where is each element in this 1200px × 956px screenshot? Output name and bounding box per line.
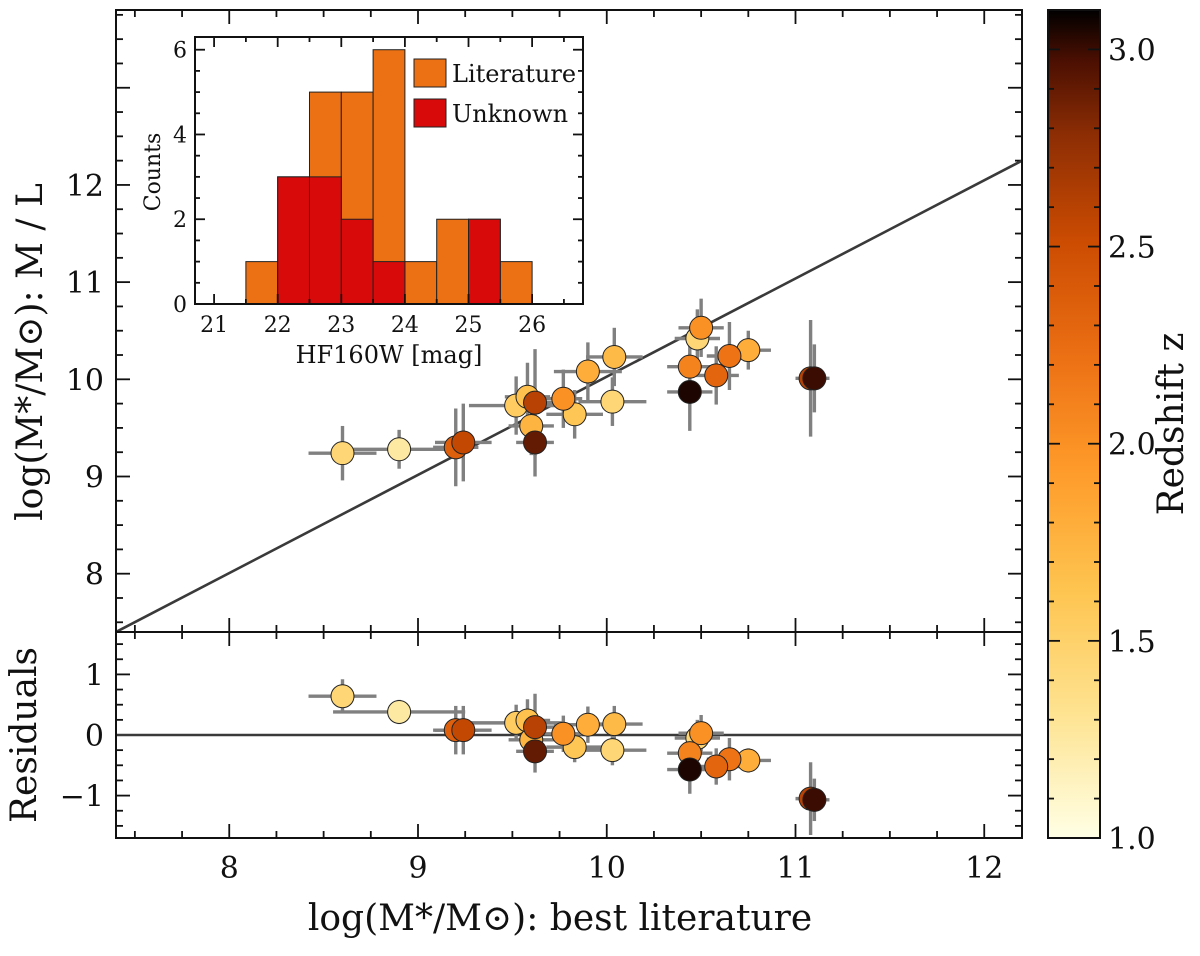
main-point bbox=[717, 343, 742, 368]
main-ticks: 8 9 10 11 12 bbox=[66, 10, 1022, 632]
x-tick-label: 11 bbox=[776, 851, 814, 886]
histogram-bar-unknown bbox=[340, 218, 374, 305]
main-point bbox=[689, 315, 714, 340]
residual-y-tick-label: −1 bbox=[60, 780, 104, 815]
main-point bbox=[387, 437, 412, 462]
residual-point bbox=[802, 787, 827, 812]
main-point bbox=[602, 344, 627, 369]
x-tick-label: 10 bbox=[588, 851, 626, 886]
residual-point bbox=[602, 712, 627, 737]
inset-legend: Literature Unknown bbox=[413, 58, 576, 128]
inset-x-tick-label: 23 bbox=[327, 313, 355, 338]
residual-points bbox=[330, 684, 827, 812]
colorbar-label: Redshift z bbox=[1151, 333, 1192, 516]
inset-x-axis-label: HF160W [mag] bbox=[296, 341, 483, 369]
main-point bbox=[330, 441, 355, 466]
residual-point bbox=[387, 699, 412, 724]
main-y-tick-label: 11 bbox=[66, 266, 104, 301]
main-point bbox=[677, 379, 702, 404]
main-point bbox=[677, 354, 702, 379]
main-y-tick-label: 9 bbox=[85, 461, 104, 496]
residual-point bbox=[330, 684, 355, 709]
main-point bbox=[523, 390, 548, 415]
main-y-tick-label: 12 bbox=[66, 169, 104, 204]
legend-unknown-swatch bbox=[413, 98, 447, 128]
residual-point bbox=[523, 739, 548, 764]
x-axis-label: log(M*/M⊙): best literature bbox=[308, 898, 812, 939]
main-y-tick-label: 8 bbox=[85, 558, 104, 593]
histogram-bar-unknown bbox=[277, 176, 310, 305]
residual-y-tick-label: 1 bbox=[85, 658, 104, 693]
colorbar-tick-label: 3.0 bbox=[1108, 33, 1156, 68]
inset-y-tick-label: 2 bbox=[173, 208, 187, 233]
colorbar-tick-label: 1.0 bbox=[1108, 822, 1156, 857]
legend-literature-label: Literature bbox=[452, 60, 576, 88]
legend-unknown-label: Unknown bbox=[452, 100, 568, 128]
residual-point bbox=[551, 721, 576, 746]
main-point bbox=[551, 386, 576, 411]
legend-literature-swatch bbox=[413, 58, 447, 88]
main-point bbox=[802, 366, 827, 391]
main-point bbox=[600, 389, 625, 414]
main-point bbox=[575, 359, 600, 384]
main-point bbox=[451, 430, 476, 455]
residual-panel: 8 9 10 11 12 −1 0 1 Residuals log(M*/M⊙): best … bbox=[4, 631, 1023, 939]
main-panel: 8 9 10 11 12 log(M*/M⊙): M / L bbox=[10, 9, 1023, 633]
main-y-axis-label: log(M*/M⊙): M / L bbox=[10, 183, 51, 521]
colorbar: 1.0 1.5 2.0 2.5 3.0 Redshift z bbox=[1047, 9, 1192, 857]
inset-x-tick-label: 25 bbox=[455, 313, 483, 338]
inset-x-tick-label: 24 bbox=[391, 313, 419, 338]
residual-ticks: 8 9 10 11 12 −1 0 1 bbox=[60, 632, 1022, 886]
histogram-bar-literature bbox=[245, 261, 279, 305]
histogram-bar-unknown bbox=[308, 176, 342, 305]
main-point bbox=[523, 430, 548, 455]
inset-y-tick-label: 4 bbox=[173, 123, 187, 148]
x-tick-label: 12 bbox=[965, 851, 1003, 886]
residual-point bbox=[600, 738, 625, 763]
colorbar-ticks: 1.0 1.5 2.0 2.5 3.0 bbox=[1048, 9, 1156, 857]
residual-point bbox=[677, 757, 702, 782]
inset-x-tick-label: 26 bbox=[518, 313, 546, 338]
inset-y-tick-label: 6 bbox=[173, 39, 187, 64]
histogram-bar-unknown bbox=[468, 218, 501, 305]
residual-point bbox=[704, 754, 729, 779]
colorbar-frame bbox=[1047, 9, 1101, 839]
inset-y-tick-label: 0 bbox=[173, 293, 187, 318]
histogram-bar-unknown bbox=[372, 261, 406, 305]
residual-y-axis-label: Residuals bbox=[4, 647, 45, 823]
main-points bbox=[330, 315, 827, 466]
inset-x-tick-label: 22 bbox=[264, 313, 292, 338]
residual-point bbox=[451, 718, 476, 743]
colorbar-tick-label: 2.0 bbox=[1108, 428, 1156, 463]
colorbar-tick-label: 1.5 bbox=[1108, 625, 1156, 660]
main-point bbox=[704, 363, 729, 388]
inset-x-tick-label: 21 bbox=[200, 313, 228, 338]
colorbar-gradient bbox=[1048, 10, 1100, 838]
colorbar-tick-label: 2.5 bbox=[1108, 231, 1156, 266]
x-tick-label: 9 bbox=[408, 851, 427, 886]
histogram-bar-literature bbox=[404, 261, 438, 305]
inset-frame bbox=[194, 36, 584, 305]
histogram-bar-literature bbox=[436, 218, 470, 305]
x-tick-label: 8 bbox=[220, 851, 239, 886]
inset-y-axis-label: Counts bbox=[141, 133, 166, 212]
residual-point bbox=[575, 712, 600, 737]
main-y-tick-label: 10 bbox=[66, 363, 104, 398]
histogram-bar-literature bbox=[499, 261, 533, 305]
residual-point bbox=[689, 721, 714, 746]
residual-y-tick-label: 0 bbox=[85, 719, 104, 754]
residual-point bbox=[523, 715, 548, 740]
residual-frame bbox=[115, 631, 1023, 839]
